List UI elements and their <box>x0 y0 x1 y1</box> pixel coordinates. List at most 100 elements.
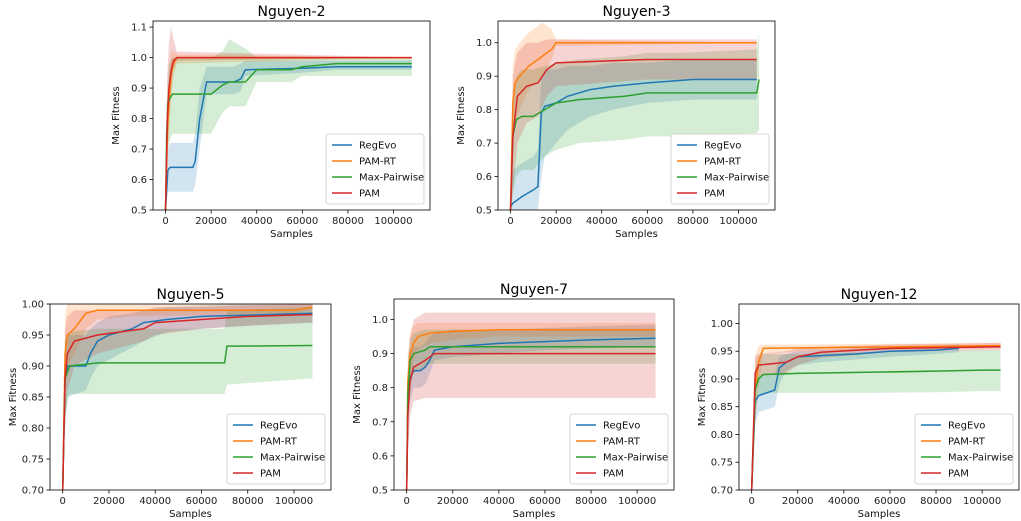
legend: RegEvo PAM-RT Max-Pairwise PAM <box>914 413 1014 485</box>
y-tick-label: 0.7 <box>476 139 492 150</box>
legend: RegEvo PAM-RT Max-Pairwise PAM <box>325 133 425 205</box>
series-line-max-pairwise <box>750 369 1001 490</box>
chart-title: Nguyen-5 <box>157 287 225 303</box>
y-tick-label: 0.80 <box>22 424 44 435</box>
series-line-pam <box>405 352 656 490</box>
series-line-max-pairwise <box>509 79 760 210</box>
series-line-pam <box>509 58 757 210</box>
legend-label: RegEvo <box>359 141 396 152</box>
series-line-max-pairwise <box>61 344 313 490</box>
y-axis-label: Max Fitness <box>456 86 467 145</box>
y-tick-label: 1.0 <box>131 53 147 64</box>
y-tick-label: 0.5 <box>476 206 492 217</box>
y-tick-label: 0.6 <box>131 175 147 186</box>
x-tick-label: 0 <box>162 216 168 227</box>
x-tick-label: 60000 <box>186 496 218 507</box>
x-tick-label: 0 <box>507 216 513 227</box>
legend-label: PAM <box>948 469 969 480</box>
y-tick-label: 0.9 <box>131 84 147 95</box>
band-max-pairwise <box>751 350 1001 490</box>
y-tick-label: 0.70 <box>711 486 733 497</box>
legend-label: PAM-RT <box>948 437 986 448</box>
band-max-pairwise <box>510 32 760 210</box>
plot-frame <box>393 298 675 491</box>
y-tick-label: 0.8 <box>131 114 147 125</box>
legend-label: PAM-RT <box>704 157 742 168</box>
x-tick-label: 60000 <box>529 496 561 507</box>
series-line-pam-rt <box>405 328 656 490</box>
legend-label: PAM-RT <box>359 157 397 168</box>
x-tick-label: 20000 <box>195 216 227 227</box>
legend-box <box>325 133 425 205</box>
legend-label: PAM-RT <box>260 437 298 448</box>
band-regevo <box>62 304 313 490</box>
x-tick-label: 0 <box>403 496 409 507</box>
y-tick-label: 0.9 <box>372 349 388 360</box>
legend-box <box>670 133 770 205</box>
x-axis-label: Samples <box>615 229 658 240</box>
y-axis-label: Max Fitness <box>111 86 122 145</box>
y-tick-label: 0.5 <box>131 206 147 217</box>
x-axis-label: Samples <box>858 509 901 520</box>
band-pam-rt <box>510 22 757 210</box>
band-pam-rt <box>406 322 656 490</box>
band-pam <box>751 342 1001 490</box>
x-tick-label: 40000 <box>241 216 273 227</box>
series-line-regevo <box>61 312 313 490</box>
y-tick-label: 1.0 <box>372 315 388 326</box>
legend-label: Max-Pairwise <box>260 453 325 464</box>
y-axis-label: Max Fitness <box>352 365 363 424</box>
y-tick-label: 0.90 <box>22 362 44 373</box>
legend-box <box>226 413 326 485</box>
band-pam <box>62 304 313 490</box>
series-line-regevo <box>164 65 412 210</box>
x-axis-label: Samples <box>169 509 212 520</box>
legend-label: RegEvo <box>260 421 297 432</box>
x-tick-label: 100000 <box>275 496 313 507</box>
y-tick-label: 0.6 <box>476 172 492 183</box>
x-tick-label: 80000 <box>232 496 264 507</box>
x-tick-label: 80000 <box>332 216 364 227</box>
y-tick-label: 0.95 <box>711 347 733 358</box>
y-tick-label: 1.0 <box>476 38 492 49</box>
plot-frame <box>152 20 431 211</box>
panel-nguyen-7: Nguyen-7 0 20000 40000 60000 80000 100000 0.5 0.… <box>352 282 675 520</box>
legend-box <box>569 413 669 485</box>
series-line-pam <box>750 346 1001 490</box>
x-tick-label: 20000 <box>782 496 814 507</box>
y-tick-label: 0.7 <box>372 417 388 428</box>
y-tick-label: 0.90 <box>711 374 733 385</box>
x-tick-label: 40000 <box>139 496 171 507</box>
chart-title: Nguyen-12 <box>841 287 918 303</box>
y-tick-label: 0.8 <box>372 383 388 394</box>
x-axis-label: Samples <box>513 509 556 520</box>
x-tick-label: 60000 <box>286 216 318 227</box>
x-tick-label: 40000 <box>483 496 515 507</box>
x-tick-label: 0 <box>748 496 754 507</box>
chart-title: Nguyen-2 <box>258 4 326 20</box>
band-pam-rt <box>62 304 313 490</box>
legend-label: Max-Pairwise <box>603 453 668 464</box>
legend-label: RegEvo <box>603 421 640 432</box>
chart-title: Nguyen-7 <box>500 282 568 298</box>
series-line-pam <box>61 313 313 490</box>
y-tick-label: 1.00 <box>711 319 733 330</box>
y-tick-label: 0.7 <box>131 145 147 156</box>
legend-label: RegEvo <box>948 421 985 432</box>
y-tick-label: 0.70 <box>22 486 44 497</box>
legend-label: PAM-RT <box>603 437 641 448</box>
legend: RegEvo PAM-RT Max-Pairwise PAM <box>569 413 669 485</box>
series-line-max-pairwise <box>405 346 656 490</box>
x-tick-label: 80000 <box>575 496 607 507</box>
y-tick-label: 0.9 <box>476 72 492 83</box>
x-tick-label: 20000 <box>93 496 125 507</box>
legend-label: PAM <box>704 189 725 200</box>
y-tick-label: 0.6 <box>372 451 388 462</box>
band-regevo <box>510 59 757 210</box>
x-axis-label: Samples <box>270 229 313 240</box>
series-line-pam <box>164 56 412 210</box>
plot-frame <box>738 303 1020 491</box>
plot-frame <box>497 20 776 211</box>
panel-nguyen-5: Nguyen-5 0 20000 40000 60000 80000 100000 0.70 0… <box>8 287 332 520</box>
